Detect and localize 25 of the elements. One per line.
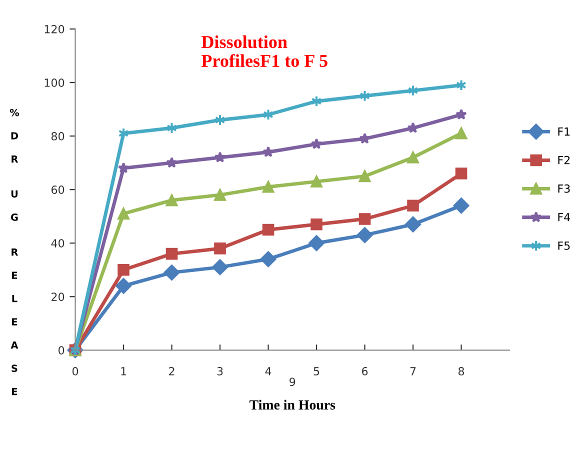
x-tick-label: 6 [362,367,368,376]
x-tick-label: 0 [72,367,78,376]
x-tick-label: 5 [314,367,320,376]
y-tick-label: 60 [51,186,64,194]
x-tick-label: 3 [217,367,223,376]
y-tick-label: 0 [58,346,64,355]
x-tick-label: 7 [410,367,416,376]
y-tick-label: 80 [51,132,64,140]
y-tick-label: 100 [44,78,64,87]
x-tick-label: 2 [169,367,174,376]
text: Dissolution ProfilesF1 to F 5 [202,35,328,67]
legend-label: F2 [558,156,570,164]
text: 9 [290,378,296,386]
x-tick-label: 4 [265,367,272,376]
legend-label: F4 [558,213,570,222]
legend-label: F5 [558,242,570,250]
y-tick-label: 120 [44,24,64,34]
legend-label: F3 [558,184,570,193]
legend-label: F1 [558,127,570,136]
x-tick-label: 8 [458,367,464,376]
x-tick-label: 1 [121,367,126,376]
x-axis-title: Time in Hours [250,400,336,410]
y-tick-label: 40 [51,239,64,248]
text: % D R U G R E L E A S E [10,108,20,396]
y-tick-label: 20 [52,292,64,302]
